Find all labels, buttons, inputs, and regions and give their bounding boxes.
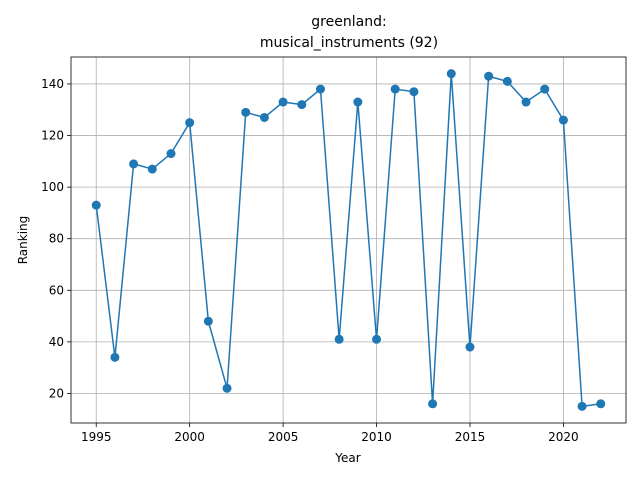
y-tick-label: 40 [49, 335, 64, 349]
data-point [409, 87, 419, 97]
y-tick-label: 20 [49, 386, 64, 400]
x-tick-label: 2015 [455, 430, 486, 444]
x-axis-label: Year [334, 451, 360, 465]
y-tick-label: 140 [41, 77, 64, 91]
x-tick-label: 2020 [548, 430, 579, 444]
chart-title-line2: musical_instruments (92) [260, 35, 438, 51]
data-point [577, 401, 587, 411]
series-line [95, 72, 601, 408]
grid [71, 57, 626, 423]
data-point [428, 399, 438, 409]
series-musical-instruments [91, 69, 606, 411]
axis-ticks: 1995 2000 2005 2010 2015 20202040608010012014… [41, 77, 579, 444]
y-axis-label: Ranking [16, 216, 30, 265]
data-point [521, 97, 531, 107]
data-point [91, 200, 101, 210]
data-point [484, 71, 494, 81]
data-point [353, 97, 363, 107]
axes-frame [70, 56, 627, 424]
data-point [259, 112, 269, 122]
data-point [502, 76, 512, 86]
chart-title-line1: greenland: [311, 14, 386, 30]
y-tick-label: 80 [49, 232, 64, 246]
x-tick-label: 2000 [174, 430, 205, 444]
x-tick-label: 2005 [268, 430, 299, 444]
data-point [129, 159, 139, 169]
data-point [147, 164, 157, 174]
data-point [315, 84, 325, 94]
data-point [297, 100, 307, 110]
data-point [558, 115, 568, 125]
data-point [166, 149, 176, 159]
x-tick-label: 2010 [361, 430, 392, 444]
data-point [446, 69, 456, 79]
data-point [540, 84, 550, 94]
data-point [596, 399, 606, 409]
data-point [390, 84, 400, 94]
data-point [185, 118, 195, 128]
data-point [110, 352, 120, 362]
data-point [372, 334, 382, 344]
data-point [334, 334, 344, 344]
data-point [278, 97, 288, 107]
y-tick-label: 100 [41, 180, 64, 194]
y-tick-label: 120 [41, 129, 64, 143]
x-tick-label: 1995 [81, 430, 112, 444]
data-point [241, 107, 251, 117]
data-point [203, 316, 213, 326]
y-tick-label: 60 [49, 283, 64, 297]
data-point [465, 342, 475, 352]
data-point [222, 383, 232, 393]
